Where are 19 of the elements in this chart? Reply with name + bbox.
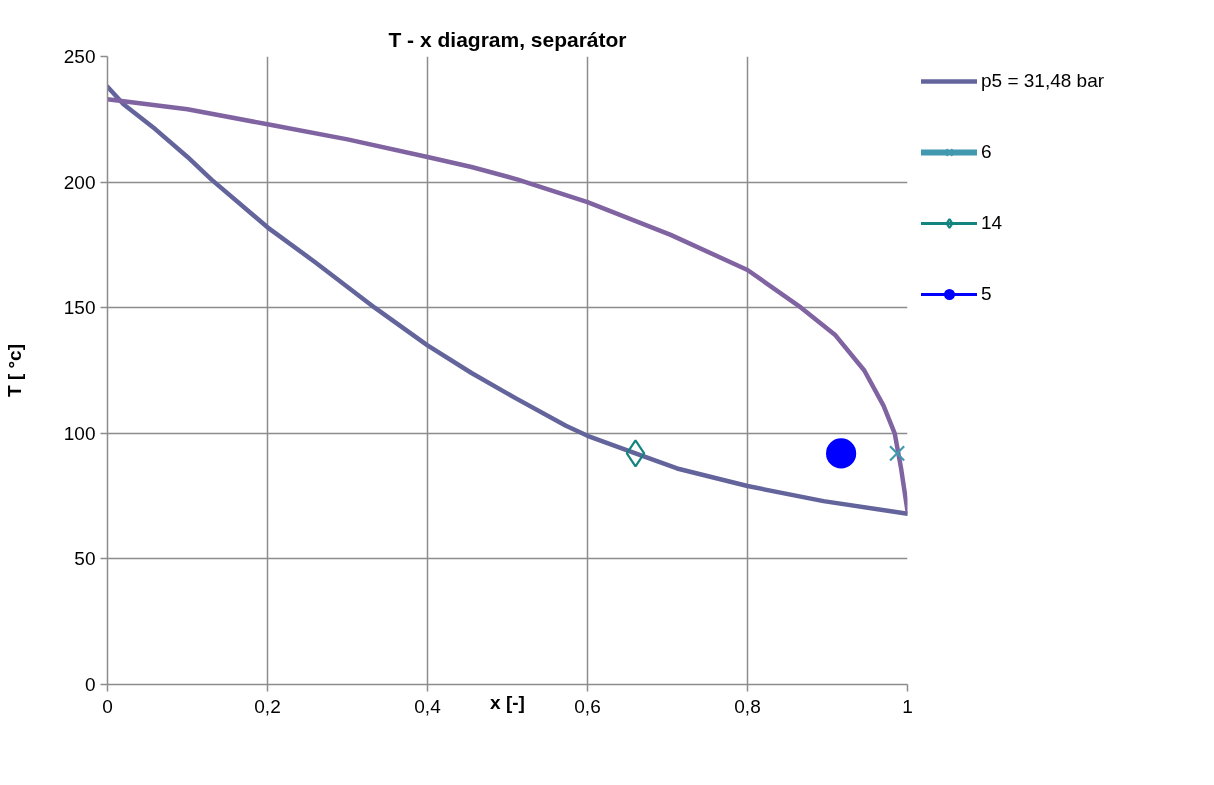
y-tick-label: 150 xyxy=(63,297,96,319)
legend-label: 14 xyxy=(981,212,1003,234)
y-tick-label: 200 xyxy=(63,171,96,193)
y-tick-label: 250 xyxy=(63,46,96,67)
legend-label: 6 xyxy=(981,141,993,163)
x-tick-label: 0,8 xyxy=(734,695,761,717)
y-axis-title: T [ °c] xyxy=(3,344,25,397)
x-axis-title: x [-] xyxy=(490,691,525,713)
legend-label: p5 = 31,48 bar xyxy=(981,70,1105,92)
x-tick-label: 1 xyxy=(902,695,913,717)
y-tick-label: 50 xyxy=(74,548,96,570)
chart-title: T - x diagram, separátor xyxy=(388,27,627,51)
y-tick-label: 0 xyxy=(84,674,96,695)
x-tick-label: 0,4 xyxy=(414,695,442,717)
x-tick-label: 0 xyxy=(102,695,113,717)
legend-label: 5 xyxy=(981,283,993,305)
x-tick-label: 0,6 xyxy=(574,695,601,717)
x-tick-label: 0,2 xyxy=(254,695,281,717)
y-tick-label: 100 xyxy=(63,422,96,444)
